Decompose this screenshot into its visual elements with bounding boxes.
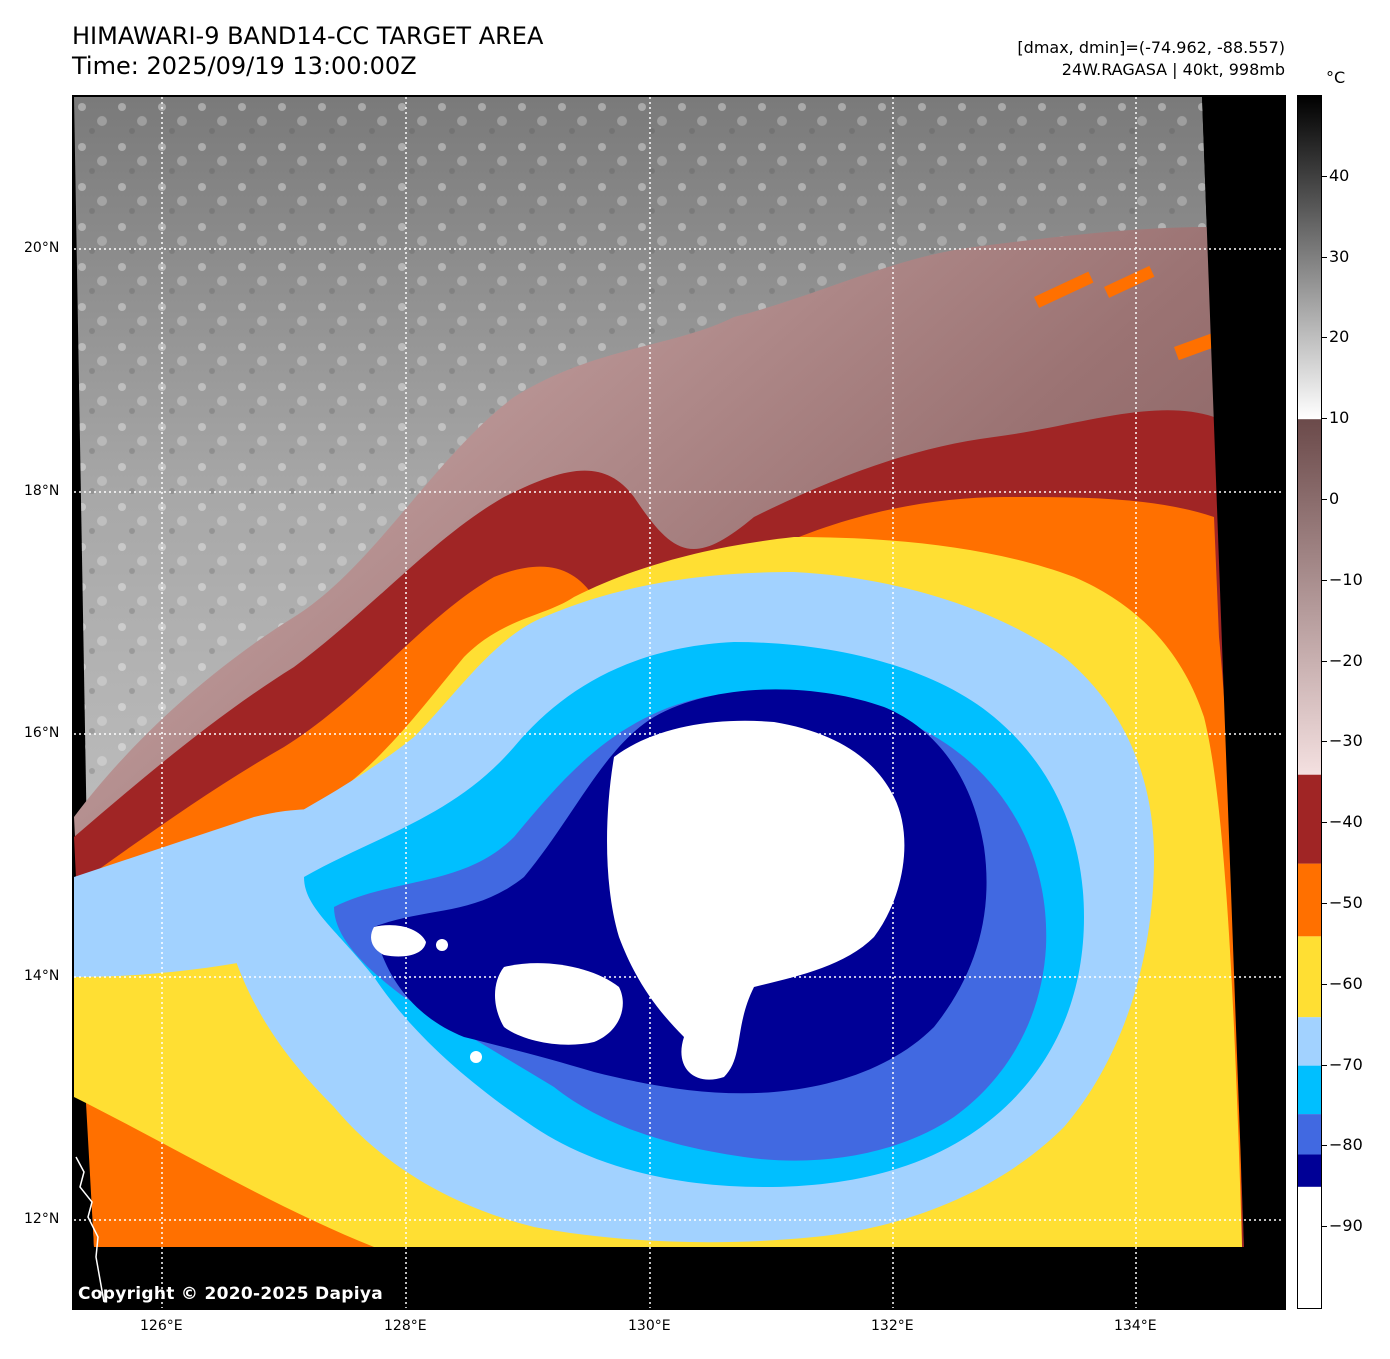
lat-label-12n: 12°N [24, 1211, 60, 1227]
colorbar-tick-label: −60 [1329, 973, 1363, 993]
colorbar-tick-label: −10 [1329, 569, 1363, 589]
graticule [74, 97, 1284, 1308]
colorbar-tick-mark [1322, 175, 1327, 177]
colorbar-tick-label: −80 [1329, 1135, 1363, 1155]
colorbar-band-4 [1298, 1017, 1321, 1066]
colorbar-tick-label: 40 [1329, 165, 1350, 185]
colorbar-tick-mark [1322, 822, 1327, 824]
colorbar [1297, 95, 1322, 1309]
colorbar-tick-label: −50 [1329, 893, 1363, 912]
colorbar-band-3 [1298, 1065, 1321, 1115]
lat-label-20n: 20°N [24, 240, 60, 256]
colorbar-tick-mark [1322, 660, 1327, 662]
colorbar-grey-band [1298, 96, 1321, 420]
lon-label-130e: 130°E [628, 1318, 671, 1334]
colorbar-tick-mark [1322, 903, 1327, 904]
storm-info: 24W.RAGASA | 40kt, 998mb [1061, 60, 1285, 79]
product-title: HIMAWARI-9 BAND14-CC TARGET AREA [72, 22, 544, 50]
lon-label-126e: 126°E [140, 1318, 183, 1334]
satellite-image-map [72, 95, 1286, 1310]
colorbar-tick-label: −40 [1329, 812, 1363, 832]
colorbar-tick-mark [1322, 499, 1327, 500]
colorbar-tick-label: 20 [1329, 327, 1350, 347]
lon-label-128e: 128°E [384, 1318, 427, 1334]
temperature-range: [dmax, dmin]=(-74.962, -88.557) [1017, 38, 1285, 57]
colorbar-tick-mark [1322, 418, 1327, 420]
colorbar-band-5 [1298, 936, 1321, 1018]
cold-cloud-core [607, 720, 905, 1080]
colorbar-tick-label: 30 [1329, 246, 1350, 266]
lat-label-18n: 18°N [24, 483, 60, 499]
colorbar-tick-label: −30 [1329, 731, 1363, 751]
colorbar-bands [1298, 96, 1321, 1308]
lat-label-16n: 16°N [24, 725, 60, 741]
colorbar-tick-mark [1322, 983, 1327, 985]
lon-label-134e: 134°E [1114, 1318, 1157, 1334]
colorbar-tick-mark [1322, 1226, 1327, 1228]
colorbar-unit: °C [1326, 68, 1346, 87]
colorbar-band-6 [1298, 863, 1321, 937]
colorbar-tick-mark [1322, 1145, 1327, 1147]
colorbar-tick-label: 10 [1329, 408, 1350, 428]
time-title: Time: 2025/09/19 13:00:00Z [72, 52, 417, 80]
colorbar-band-2 [1298, 1114, 1321, 1155]
copyright-notice: Copyright © 2020-2025 Dapiya [78, 1284, 383, 1304]
colorbar-tick-mark [1322, 579, 1327, 581]
lon-label-132e: 132°E [871, 1318, 914, 1334]
colorbar-tick-mark [1322, 256, 1327, 258]
colorbar-band-0 [1298, 1186, 1321, 1308]
lat-label-14n: 14°N [24, 968, 60, 984]
colorbar-tick-mark [1322, 741, 1327, 743]
coastline [75, 1156, 105, 1303]
colorbar-warm-band [1298, 419, 1321, 775]
colorbar-tick-mark [1322, 337, 1327, 339]
infrared-imagery [74, 97, 1284, 1308]
colorbar-tick-label: 0 [1329, 489, 1340, 508]
colorbar-band-1 [1298, 1154, 1321, 1187]
colorbar-band-7 [1298, 774, 1321, 864]
colorbar-tick-label: −70 [1329, 1054, 1363, 1074]
colorbar-tick-mark [1322, 1064, 1327, 1066]
colorbar-tick-label: −20 [1329, 650, 1363, 670]
colorbar-tick-label: −90 [1329, 1216, 1363, 1236]
